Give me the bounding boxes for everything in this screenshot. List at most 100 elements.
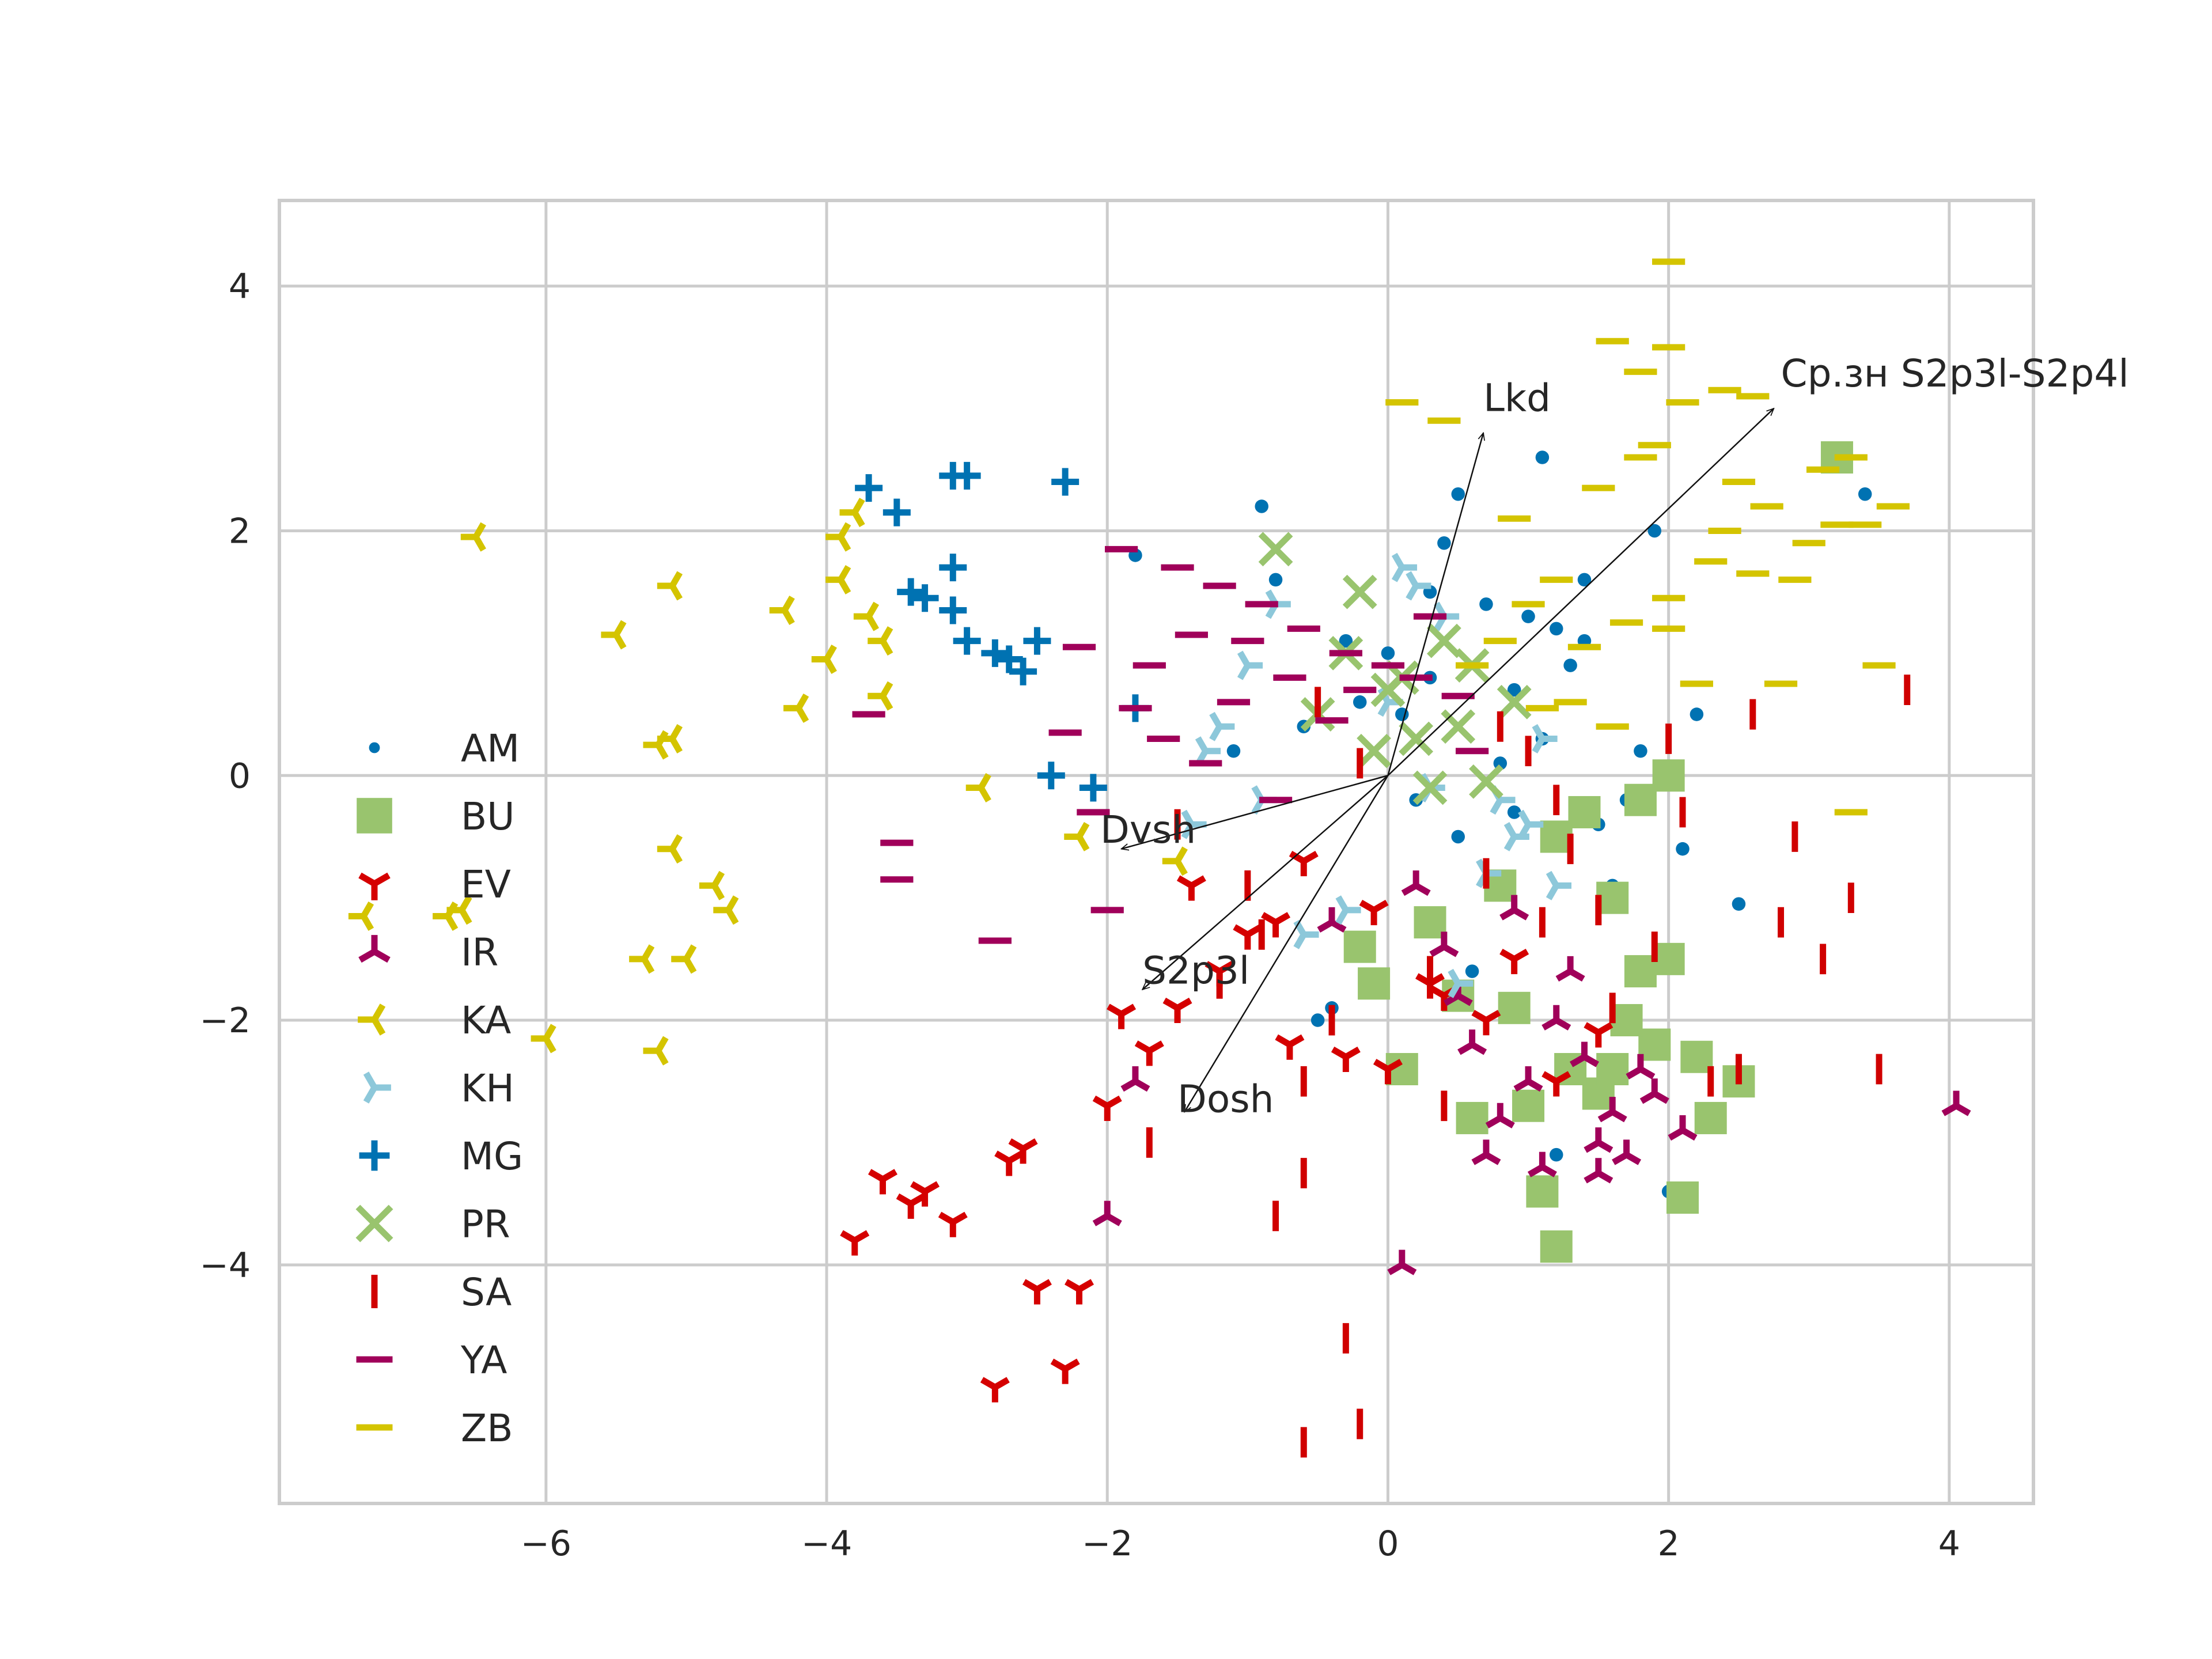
point-bu [1610,1004,1643,1037]
y-tick-label: −4 [200,1245,251,1286]
point-ir [1941,1090,1971,1116]
point-kh [1406,571,1431,601]
point-am [1521,609,1535,623]
point-kh [1293,919,1319,949]
point-ka [783,693,809,723]
point-ka [825,565,851,594]
point-ka [853,601,880,631]
point-ka [825,522,851,552]
point-bu [1652,942,1685,975]
legend-item-ka: KA [358,998,511,1043]
point-ka [657,834,683,864]
point-mg [897,578,925,606]
arrow-s2p3l-s2p4l [1387,408,1774,777]
point-mg [882,498,911,527]
legend-item-sa: SA [371,1270,512,1315]
point-ev [1499,948,1529,975]
point-mg [995,645,1023,673]
point-ka [671,944,697,974]
legend-label-sa: SA [461,1270,512,1315]
point-ir [1387,1249,1417,1275]
legend-item-kh: KH [363,1066,514,1111]
point-ir [1499,895,1529,921]
point-mg [953,461,981,490]
point-bu [1596,881,1629,914]
legend-label-kh: KH [461,1066,514,1111]
point-ka [713,895,739,925]
point-ka [643,730,669,760]
x-tick-label: −4 [801,1524,852,1564]
legend-marker-bu [357,798,392,834]
series-mg [855,461,1149,802]
point-ev [1022,1279,1052,1305]
tick-labels: −6 −4 −2 0 2 4 −4 −2 0 2 4 [200,267,1960,1564]
point-ka [531,1024,556,1054]
point-ev [1359,899,1389,926]
point-am [1550,622,1563,636]
point-am [1437,536,1451,550]
x-tick-label: 2 [1658,1524,1680,1564]
point-am [1507,805,1521,819]
point-ev [1261,912,1291,938]
legend-label-ev: EV [461,862,511,907]
point-am [1690,707,1704,721]
point-ka [839,498,865,528]
point-ka [965,773,991,802]
y-tick-label: −2 [200,1001,251,1041]
point-bu [1694,1101,1727,1134]
legend-item-mg: MG [359,1134,523,1179]
point-bu [1680,1040,1713,1073]
point-am [1479,597,1493,611]
point-ir [1485,1103,1515,1128]
point-ir [1401,870,1431,896]
legend-label-mg: MG [461,1134,523,1179]
point-am [1465,964,1479,978]
plot-area [278,199,2035,1505]
loading-arrows: Lkd Ср.зн S2p3l-S2p4l Dvsh S2p3l Dosh [1100,351,2129,1121]
legend-item-pr: PR [355,1202,510,1247]
legend: AM BU EV IR KA KH MG PR SA YA ZB [355,726,523,1450]
point-mg [939,596,967,624]
point-ev [868,1169,897,1195]
point-ir [1597,1097,1627,1123]
y-tick-label: 4 [229,267,251,307]
arrow-label-s2p3l: S2p3l [1142,948,1249,993]
point-bu [1666,1181,1699,1214]
point-mg [911,584,939,612]
point-ev [896,1193,926,1219]
point-pr [1469,764,1503,799]
point-ev [1289,851,1319,877]
point-pr [1357,733,1391,768]
point-ka [629,944,655,974]
point-am [1535,450,1550,464]
legend-marker-ka [358,1003,386,1036]
point-mg [1079,774,1107,802]
legend-item-bu: BU [357,794,515,839]
point-ir [1527,1152,1557,1177]
series-pr [1258,532,1532,805]
point-ir [1429,931,1459,957]
point-ir [1120,1066,1150,1092]
point-pr [1497,684,1532,719]
point-kh [1237,650,1263,680]
point-ka [1064,821,1090,851]
arrow-label-dosh: Dosh [1177,1077,1274,1121]
point-bu [1638,1028,1671,1061]
point-bu [1526,1175,1559,1208]
series-layer [348,258,1971,1458]
point-kh [1391,552,1418,582]
point-am [1268,573,1283,587]
point-ev [1471,1010,1501,1036]
point-pr [1412,770,1448,805]
series-zb [1385,258,1910,816]
point-pr [1426,623,1461,658]
point-ev [1092,1095,1122,1121]
point-bu [1652,759,1685,792]
point-ir [1626,1054,1656,1080]
point-ka [868,681,893,711]
arrow-label-s2p3l-s2p4l: Ср.зн S2p3l-S2p4l [1781,351,2129,396]
point-ev [1176,875,1206,901]
point-pr [1342,574,1377,609]
point-ev [1134,1040,1164,1066]
point-ev [938,1211,968,1237]
